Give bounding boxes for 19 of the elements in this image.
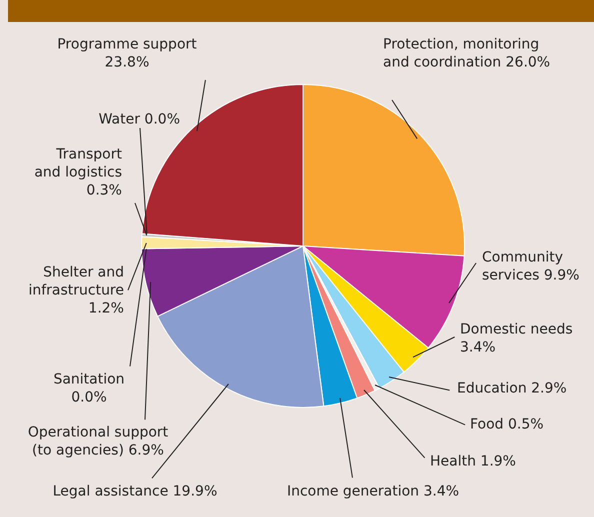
slice-label: Education 2.9%	[457, 380, 567, 397]
category-label: Water 0.0%	[98, 112, 180, 128]
slice-label: Operational support (to agencies) 6.9%	[28, 424, 169, 459]
slice-label: Shelter and infrastructure	[28, 264, 124, 299]
slice-label: Transport and logistics	[34, 146, 122, 181]
text: 0.0%	[71, 390, 107, 406]
category-label: Sanitation	[53, 372, 125, 388]
data-label: 0.3%	[86, 182, 122, 199]
slice-label: Legal assistance 19.9%	[52, 484, 218, 500]
slice-label: Income generation 3.4%	[286, 484, 460, 500]
slice-label: Programme support	[57, 36, 198, 53]
slice-label: Food 0.5%	[470, 416, 544, 433]
slice-label: Community services 9.9%	[482, 250, 580, 284]
data-label: 23.8%	[104, 54, 150, 71]
slice-label: Domestic needs	[460, 322, 573, 338]
slice-label: Protection, monitoring and coordination 26.0%	[383, 36, 550, 71]
data-label: 1.2%	[88, 300, 124, 317]
data-label: 3.4%	[460, 340, 496, 356]
slice-label: Health 1.9%	[430, 454, 516, 470]
